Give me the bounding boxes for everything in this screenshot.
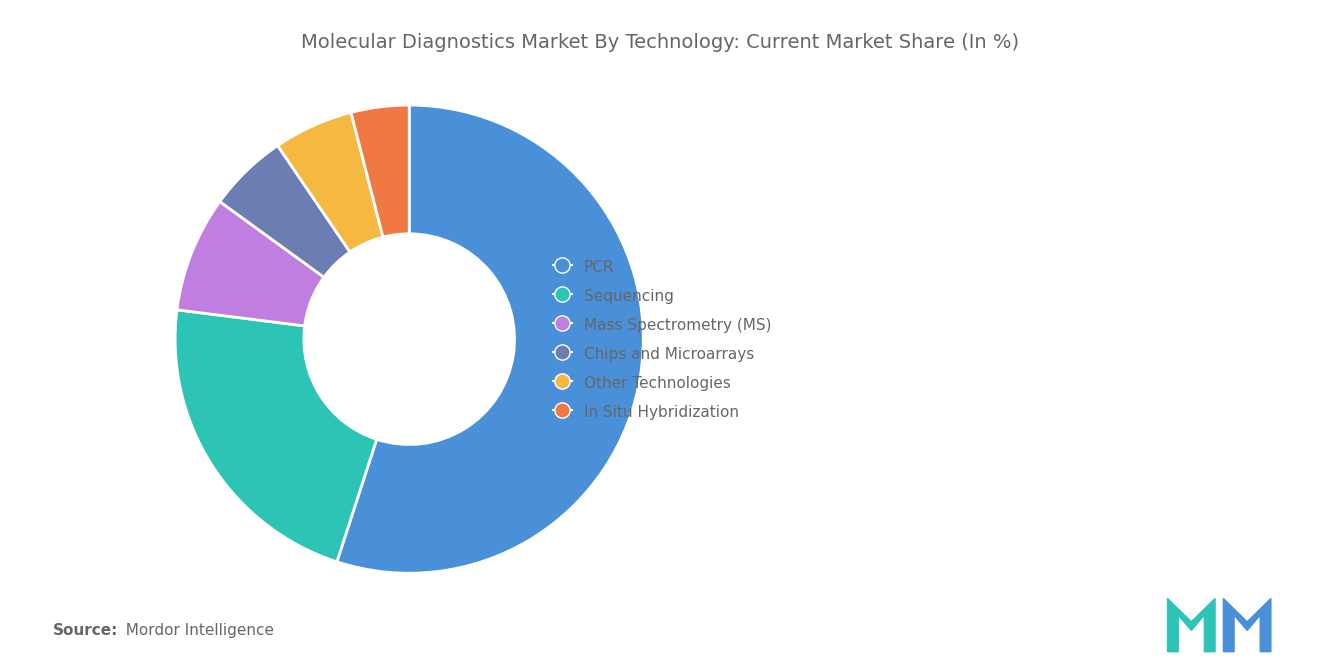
Wedge shape [176,310,376,562]
Polygon shape [1224,598,1271,652]
Wedge shape [220,146,350,277]
Wedge shape [177,201,323,326]
Wedge shape [337,105,643,573]
Text: Molecular Diagnostics Market By Technology: Current Market Share (In %): Molecular Diagnostics Market By Technolo… [301,33,1019,53]
Wedge shape [351,105,409,237]
Polygon shape [1167,598,1214,652]
Text: Source:: Source: [53,623,119,638]
Legend: PCR, Sequencing, Mass Spectrometry (MS), Chips and Microarrays, Other Technologi: PCR, Sequencing, Mass Spectrometry (MS),… [545,251,779,427]
Text: Mordor Intelligence: Mordor Intelligence [116,623,275,638]
Wedge shape [277,112,383,252]
